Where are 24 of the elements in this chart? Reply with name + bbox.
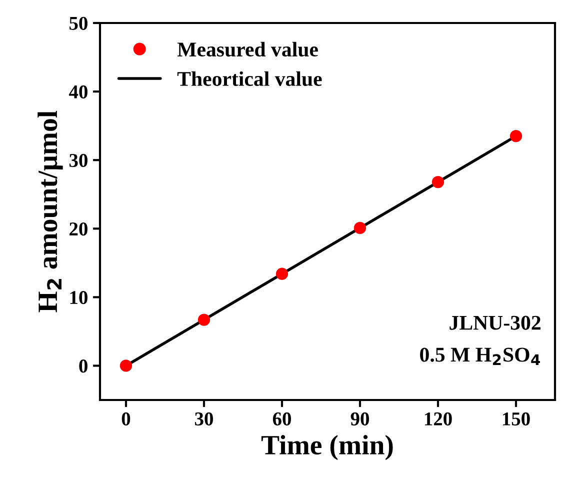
point [510, 130, 522, 142]
point [120, 360, 132, 372]
point [354, 222, 366, 234]
x-tick-label: 120 [424, 412, 452, 426]
annotation: JLNU-302 [450, 316, 540, 330]
y-tick-label: 50 [70, 16, 88, 30]
y-axis-title: H$_{2}$ amount/μmol [38, 110, 63, 312]
x-tick-label: 0 [122, 412, 130, 426]
y-tick-label: 30 [69, 154, 88, 168]
y-tick-label: 40 [69, 85, 88, 98]
point [432, 176, 444, 188]
legend-label: Theortical value [177, 71, 322, 86]
x-tick-label: 150 [502, 412, 530, 426]
x-tick-label: 30 [195, 412, 213, 426]
point [276, 268, 288, 280]
y-tick-label: 20 [70, 222, 88, 236]
x-tick-label: 60 [272, 412, 291, 426]
point [198, 314, 210, 326]
y-tick-label: 10 [70, 291, 88, 304]
x-axis-title: Time (min) [261, 434, 393, 460]
y-tick-label: 0 [79, 360, 88, 373]
x-tick-label: 90 [350, 412, 369, 426]
annotation: 0.5 M H$_{2}$SO$_{4}$ [420, 348, 540, 365]
legend-label: Measured value [177, 42, 318, 57]
